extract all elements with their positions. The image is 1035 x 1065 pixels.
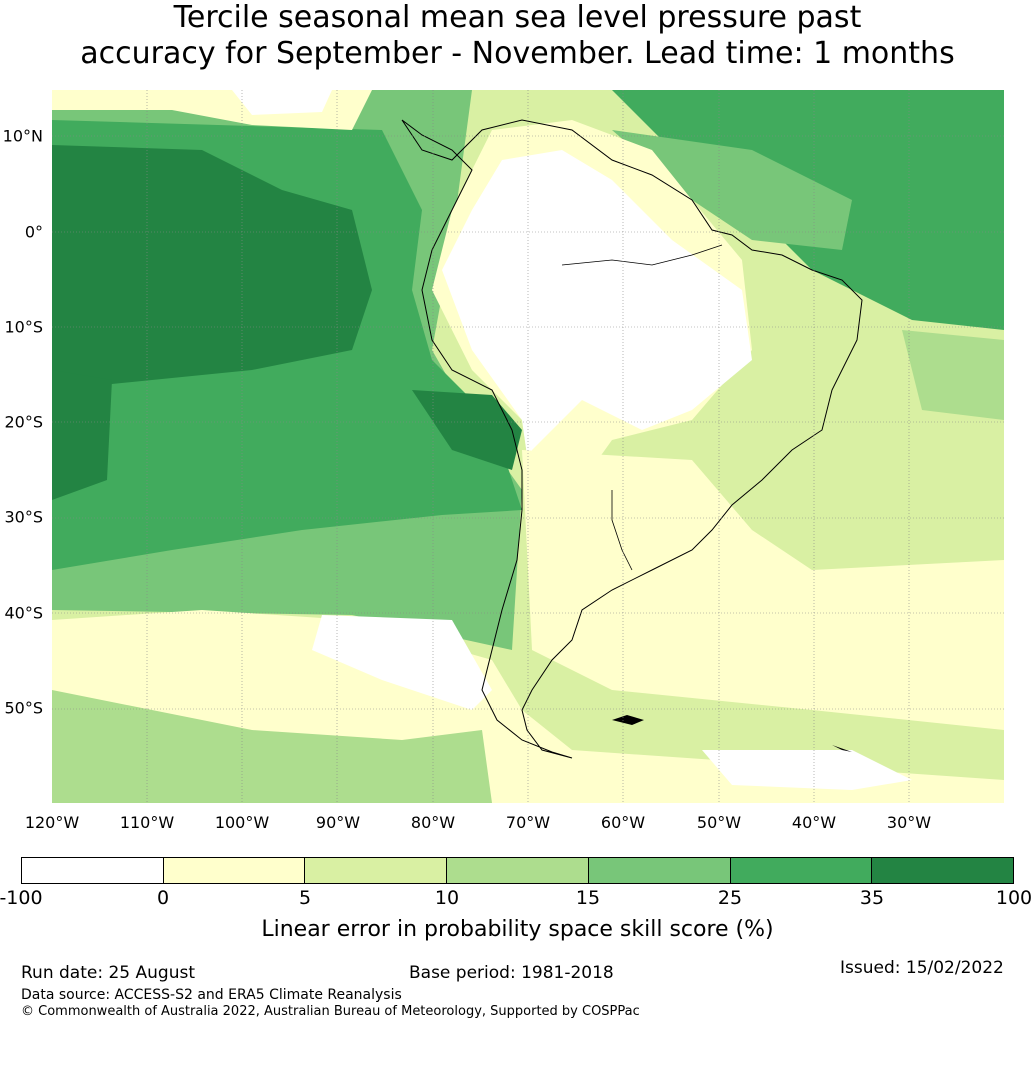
- lon-label-60w: 60°W: [600, 813, 646, 832]
- field-pacific-dark-2: [52, 370, 112, 500]
- skill-score-map: [52, 90, 1004, 803]
- field-top-white: [232, 90, 332, 115]
- gridlines: [52, 90, 1004, 803]
- base-period: Base period: 1981-2018: [409, 963, 614, 983]
- colorbar: [21, 857, 1014, 884]
- colorbar-tick: 10: [434, 887, 460, 909]
- colorbar-segment: [730, 858, 873, 883]
- amazon-river: [561, 244, 723, 266]
- copyright: © Commonwealth of Australia 2022, Austra…: [21, 1004, 640, 1019]
- lon-label-90w: 90°W: [315, 813, 361, 832]
- field-pacific-dark: [52, 145, 372, 390]
- colorbar-tick: -100: [0, 887, 43, 909]
- colorbar-tick: 35: [859, 887, 885, 909]
- colorbar-tick: 25: [717, 887, 743, 909]
- title-line-1: Tercile seasonal mean sea level pressure…: [173, 0, 862, 35]
- lon-label-30w: 30°W: [886, 813, 932, 832]
- colorbar-segment: [872, 858, 1014, 883]
- lat-label-40s: 40°S: [4, 603, 43, 623]
- lon-label-80w: 80°W: [410, 813, 456, 832]
- lon-label-50w: 50°W: [696, 813, 742, 832]
- issued-date: Issued: 15/02/2022: [840, 958, 1004, 978]
- coastline: [401, 119, 863, 759]
- colorbar-segment: [163, 858, 306, 883]
- lat-label-30s: 30°S: [4, 507, 43, 527]
- lat-label-0: 0°: [24, 222, 43, 242]
- colorbar-segment: [588, 858, 731, 883]
- lat-label-50s: 50°S: [4, 698, 43, 718]
- field-continent-white: [442, 150, 752, 490]
- colorbar-tick: 100: [995, 887, 1033, 909]
- falkland-islands: [612, 715, 644, 725]
- field-atlantic-mid: [612, 130, 852, 250]
- lat-label-10n: 10°N: [2, 126, 43, 146]
- colorbar-segment: [447, 858, 589, 883]
- colorbar-tick: 0: [156, 887, 170, 909]
- south-georgia: [832, 745, 852, 752]
- field-southeast-yellow: [522, 450, 1004, 730]
- field-atlantic-15: [902, 330, 1004, 420]
- colorbar-segment: [305, 858, 448, 883]
- field-coast-dark: [412, 390, 522, 470]
- lat-label-20s: 20°S: [4, 412, 43, 432]
- lon-label-110w: 110°W: [119, 813, 175, 832]
- colorbar-segment: [22, 858, 164, 883]
- lon-label-100w: 100°W: [214, 813, 270, 832]
- field-southwest-15: [52, 690, 492, 803]
- map-canvas: [52, 90, 1004, 803]
- lon-label-40w: 40°W: [791, 813, 837, 832]
- field-south-white: [312, 615, 492, 710]
- run-date: Run date: 25 August: [21, 963, 195, 983]
- colorbar-label: Linear error in probability space skill …: [261, 917, 774, 942]
- data-source: Data source: ACCESS-S2 and ERA5 Climate …: [21, 987, 402, 1003]
- field-southeast-white: [702, 750, 912, 790]
- map-title: Tercile seasonal mean sea level pressure…: [0, 0, 1035, 72]
- title-line-2: accuracy for September - November. Lead …: [80, 36, 955, 71]
- colorbar-tick: 5: [298, 887, 312, 909]
- lon-label-70w: 70°W: [505, 813, 551, 832]
- lat-label-10s: 10°S: [4, 317, 43, 337]
- lon-label-120w: 120°W: [24, 813, 80, 832]
- parana-river: [611, 490, 633, 571]
- colorbar-tick: 15: [575, 887, 601, 909]
